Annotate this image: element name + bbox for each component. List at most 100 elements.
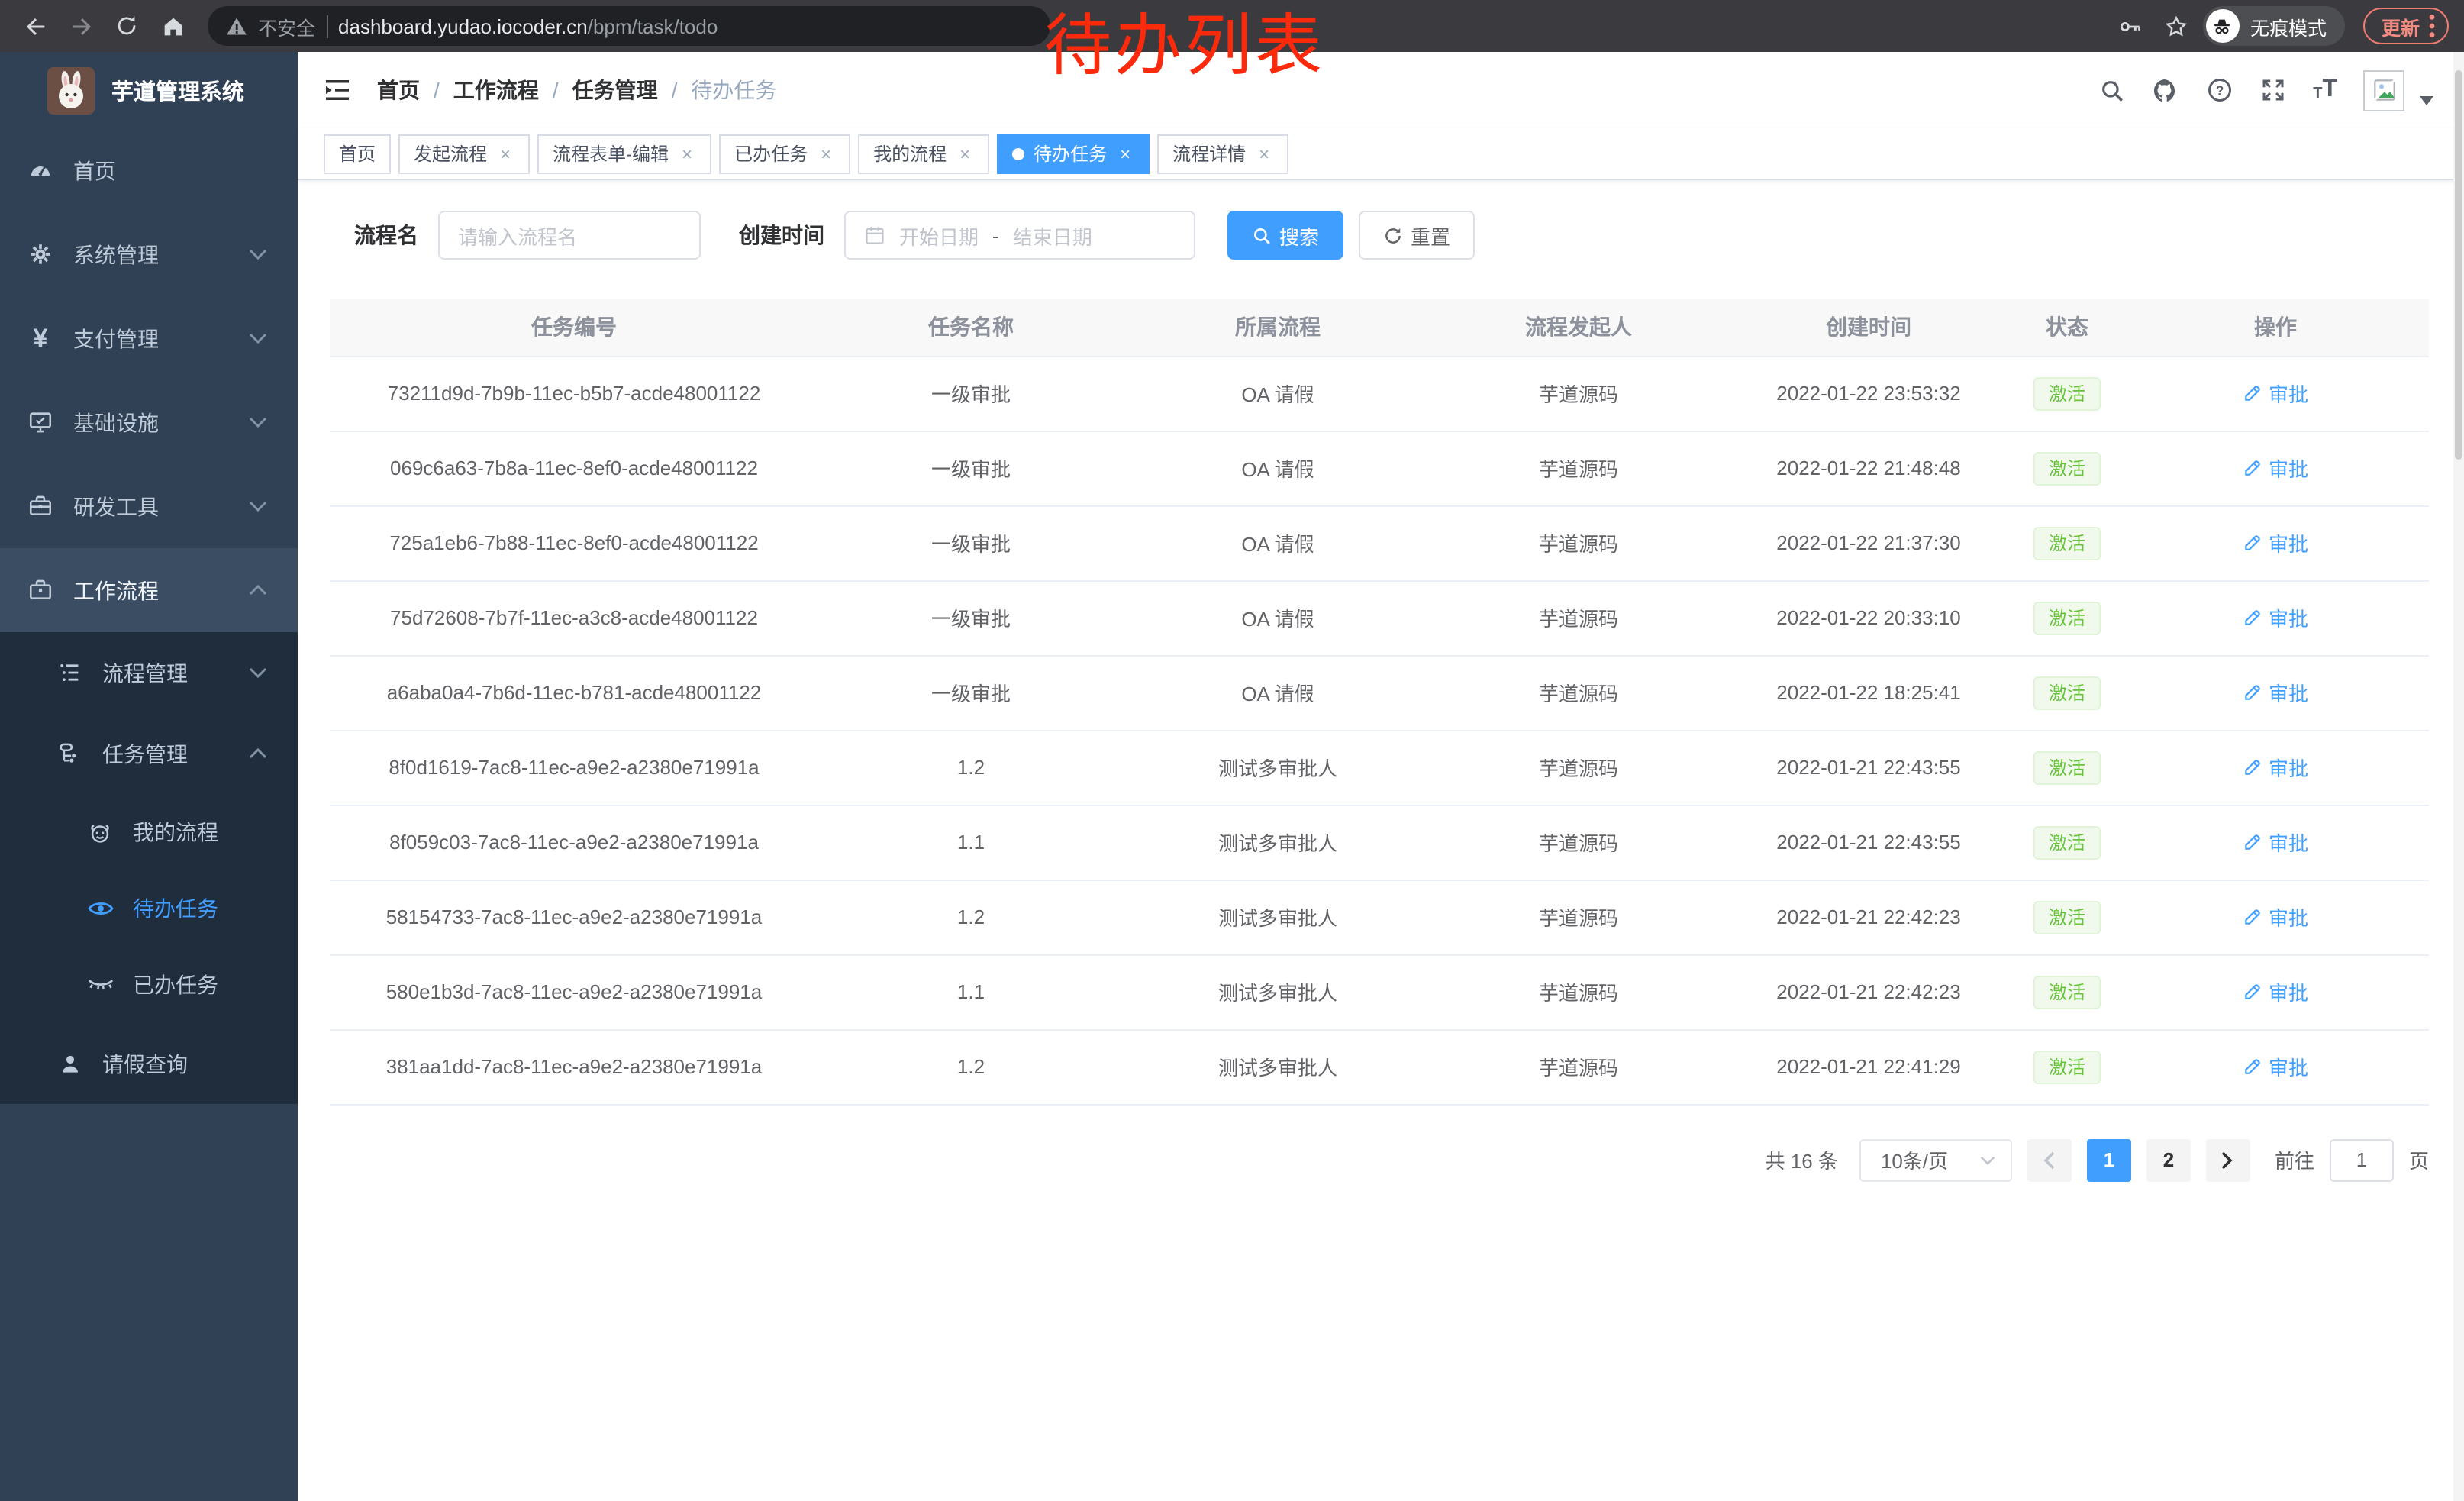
sidebar-item-system[interactable]: 系统管理	[0, 212, 298, 296]
tab-2[interactable]: 流程表单-编辑 ×	[537, 134, 712, 173]
update-label[interactable]: 更新	[2381, 18, 2420, 39]
sidebar-item-leave-query[interactable]: 请假查询	[0, 1023, 298, 1104]
approve-link[interactable]: 审批	[2243, 902, 2308, 931]
browser-forward-icon[interactable]	[61, 6, 101, 46]
url-bar[interactable]: 不安全 dashboard.yudao.iocoder.cn/bpm/task/…	[208, 6, 1050, 46]
page-number-1[interactable]: 1	[2086, 1138, 2131, 1181]
sidebar-item-label: 基础设施	[73, 410, 159, 434]
table-row: 381aa1dd-7ac8-11ec-a9e2-a2380e71991a 1.2 测…	[330, 1029, 2429, 1105]
tab-0[interactable]: 首页	[324, 134, 392, 173]
approve-link[interactable]: 审批	[2243, 753, 2308, 782]
avatar[interactable]	[2363, 69, 2404, 111]
cell-process: 测试多审批人	[1124, 805, 1432, 880]
app-logo-row[interactable]: 芋道管理系统	[0, 52, 298, 128]
cell-task-id: 8f059c03-7ac8-11ec-a9e2-a2380e71991a	[330, 805, 818, 880]
url-text[interactable]: dashboard.yudao.iocoder.cn/bpm/task/todo	[338, 15, 718, 37]
password-key-icon[interactable]	[2111, 6, 2151, 46]
tab-label: 待办任务	[1034, 144, 1108, 165]
process-name-input[interactable]: 请输入流程名	[438, 211, 701, 260]
sidebar-item-workflow[interactable]: 工作流程	[0, 548, 298, 632]
tab-4[interactable]: 我的流程 ×	[858, 134, 990, 173]
goto-page-input[interactable]: 1	[2329, 1138, 2394, 1181]
breadcrumb-workflow[interactable]: 工作流程	[453, 78, 539, 102]
sidebar-item-home[interactable]: 首页	[0, 128, 298, 212]
approve-link[interactable]: 审批	[2243, 528, 2308, 557]
approve-link[interactable]: 审批	[2243, 603, 2308, 632]
approve-link[interactable]: 审批	[2243, 379, 2308, 408]
tab-1[interactable]: 发起流程 ×	[398, 134, 531, 173]
start-date-placeholder[interactable]: 开始日期	[899, 225, 979, 248]
sidebar-item-label: 任务管理	[102, 741, 188, 766]
page-scrollbar[interactable]	[2453, 52, 2464, 1501]
cell-actions: 审批	[2122, 505, 2429, 581]
tab-close-icon[interactable]: ×	[959, 143, 971, 164]
prev-page-button[interactable]	[2027, 1138, 2072, 1181]
tab-6[interactable]: 流程详情 ×	[1157, 134, 1289, 173]
security-warning-icon[interactable]	[226, 16, 247, 36]
help-icon[interactable]: ?	[2206, 76, 2233, 104]
app-logo	[47, 66, 95, 114]
sidebar-item-done-tasks[interactable]: 已办任务	[0, 947, 298, 1023]
approve-link[interactable]: 审批	[2243, 977, 2308, 1006]
browser-reload-icon[interactable]	[107, 6, 147, 46]
fullscreen-icon[interactable]	[2259, 76, 2287, 104]
approve-link[interactable]: 审批	[2243, 454, 2308, 483]
approve-link[interactable]: 审批	[2243, 678, 2308, 707]
tab-close-icon[interactable]: ×	[1120, 143, 1131, 164]
browser-back-icon[interactable]	[15, 6, 55, 46]
breadcrumb-home[interactable]: 首页	[377, 78, 420, 102]
tab-close-icon[interactable]: ×	[1259, 143, 1270, 164]
eye-closed-icon	[85, 976, 114, 994]
browser-update-button[interactable]: 更新	[2362, 8, 2449, 44]
github-icon[interactable]	[2151, 76, 2180, 105]
tab-5[interactable]: 待办任务 ×	[997, 134, 1150, 173]
sidebar-item-label: 工作流程	[73, 578, 159, 602]
page-number-2[interactable]: 2	[2146, 1138, 2191, 1181]
status-badge: 激活	[2033, 376, 2101, 410]
page-size-select[interactable]: 10条/页	[1859, 1138, 2012, 1181]
security-label[interactable]: 不安全	[258, 18, 316, 39]
sidebar-item-devtools[interactable]: 研发工具	[0, 464, 298, 548]
search-button[interactable]: 搜索	[1227, 211, 1344, 260]
end-date-placeholder[interactable]: 结束日期	[1012, 225, 1092, 248]
scrollbar-thumb[interactable]	[2455, 70, 2462, 460]
sidebar-item-task-mgmt[interactable]: 任务管理	[0, 713, 298, 794]
cell-actions: 审批	[2122, 356, 2429, 431]
approve-label: 审批	[2268, 608, 2308, 631]
cell-task-name: 1.2	[818, 1029, 1124, 1105]
sidebar-fold-icon[interactable]	[324, 78, 351, 102]
caret-down-icon[interactable]	[2420, 96, 2433, 105]
sidebar-item-my-process[interactable]: 我的流程	[0, 794, 298, 870]
chevron-down-icon	[249, 249, 267, 260]
sidebar-item-todo-tasks[interactable]: 待办任务	[0, 870, 298, 947]
tab-close-icon[interactable]: ×	[500, 143, 511, 164]
next-page-button[interactable]	[2205, 1138, 2250, 1181]
sidebar-item-infrastructure[interactable]: 基础设施	[0, 380, 298, 464]
status-badge: 激活	[2033, 526, 2101, 560]
browser-home-icon[interactable]	[153, 6, 192, 46]
approve-link[interactable]: 审批	[2243, 828, 2308, 857]
toolbox-icon	[26, 493, 55, 519]
status-badge: 激活	[2033, 750, 2101, 784]
tab-close-icon[interactable]: ×	[682, 143, 693, 164]
reset-button[interactable]: 重置	[1359, 211, 1475, 260]
tab-3[interactable]: 已办任务 ×	[719, 134, 851, 173]
approve-link[interactable]: 审批	[2243, 1052, 2308, 1081]
refresh-icon	[1385, 228, 1401, 243]
create-time-label: 创建时间	[739, 223, 824, 247]
cell-process: OA 请假	[1124, 505, 1432, 581]
cell-task-id: 580e1b3d-7ac8-11ec-a9e2-a2380e71991a	[330, 954, 818, 1030]
cell-task-name: 一级审批	[818, 431, 1124, 506]
breadcrumb-task-mgmt[interactable]: 任务管理	[572, 78, 658, 102]
search-icon[interactable]	[2099, 77, 2125, 103]
cell-task-id: 58154733-7ac8-11ec-a9e2-a2380e71991a	[330, 880, 818, 955]
date-range-picker[interactable]: 开始日期 - 结束日期	[844, 211, 1195, 260]
status-badge: 激活	[2033, 900, 2101, 934]
sidebar-item-process-mgmt[interactable]: 流程管理	[0, 632, 298, 713]
edit-pen-icon	[2245, 760, 2260, 775]
sidebar-item-payment[interactable]: ¥ 支付管理	[0, 296, 298, 380]
tab-close-icon[interactable]: ×	[821, 143, 832, 164]
bookmark-star-icon[interactable]	[2157, 6, 2197, 46]
